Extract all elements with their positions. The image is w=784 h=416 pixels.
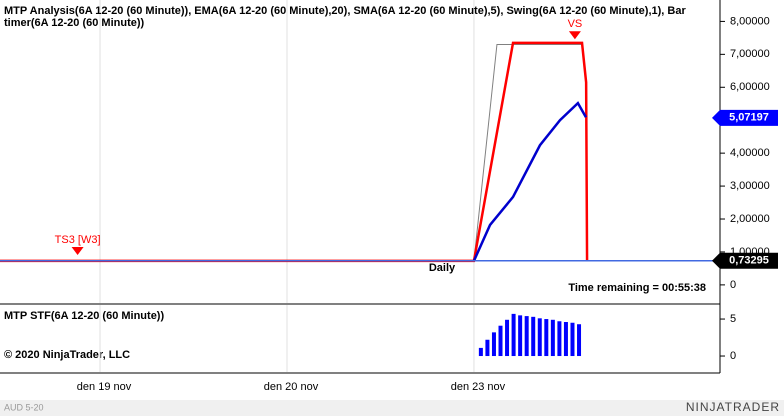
y-tick-label: 0 xyxy=(730,279,736,291)
bar xyxy=(485,339,490,357)
series-line xyxy=(472,101,588,262)
bar xyxy=(531,316,536,357)
bar xyxy=(518,315,523,357)
chart-title: MTP Analysis(6A 12-20 (60 Minute)), EMA(… xyxy=(4,5,686,29)
bar xyxy=(544,319,549,357)
bar xyxy=(498,325,503,357)
price-label: 5,07197 xyxy=(729,112,769,124)
bar xyxy=(524,316,529,357)
instrument: AUD 5-20 xyxy=(4,402,44,412)
bar xyxy=(557,321,562,357)
bar xyxy=(478,347,483,357)
price-marker xyxy=(712,109,778,126)
bar xyxy=(577,324,582,357)
x-tick-label: den 23 nov xyxy=(451,381,506,393)
x-tick-label: den 20 nov xyxy=(264,381,319,393)
series-line xyxy=(473,43,583,261)
annotation: VS xyxy=(568,18,583,30)
copyright: © 2020 NinjaTrader, LLC xyxy=(4,349,130,361)
bar xyxy=(550,319,555,357)
annotation-marker xyxy=(568,31,581,40)
bar xyxy=(505,319,510,357)
y-tick-label: 8,00000 xyxy=(730,15,770,27)
bar xyxy=(511,313,516,357)
bar xyxy=(491,332,496,357)
brand: NINJATRADER xyxy=(686,400,780,414)
period: Daily xyxy=(429,262,456,274)
y-tick-label: 5 xyxy=(730,313,736,325)
bar xyxy=(537,318,542,357)
panel-title: MTP STF(6A 12-20 (60 Minute)) xyxy=(4,310,164,322)
timer: Time remaining = 00:55:38 xyxy=(568,282,706,294)
status-bar xyxy=(0,400,784,416)
y-tick-label: 7,00000 xyxy=(730,48,770,60)
y-tick-label: 6,00000 xyxy=(730,81,770,93)
bar xyxy=(570,322,575,357)
bar xyxy=(563,322,568,357)
y-tick-label: 3,00000 xyxy=(730,180,770,192)
price-marker xyxy=(712,252,778,269)
annotation: TS3 [W3] xyxy=(55,234,101,246)
annotation-marker xyxy=(71,246,84,255)
price-label: 0,73295 xyxy=(729,255,769,267)
y-tick-label: 2,00000 xyxy=(730,213,770,225)
x-tick-label: den 19 nov xyxy=(77,381,132,393)
y-tick-label: 0 xyxy=(730,350,736,362)
y-tick-label: 4,00000 xyxy=(730,147,770,159)
